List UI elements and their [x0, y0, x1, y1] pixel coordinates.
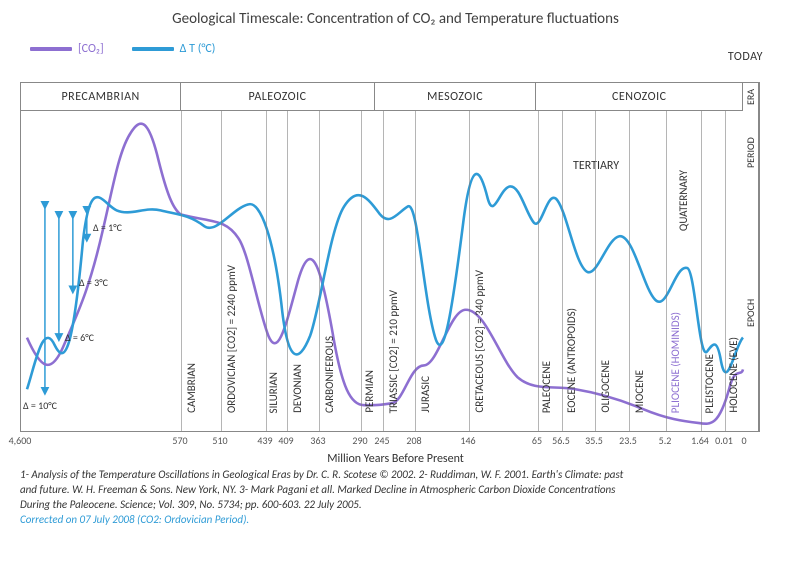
period-label: PALEOCENE — [540, 361, 553, 413]
legend-dt: Δ T (°C) — [132, 42, 216, 56]
gridline — [361, 111, 362, 431]
era-cell: MESOZOIC — [375, 83, 537, 110]
side-epoch: EPOCH — [743, 195, 759, 431]
period-label: EOCENE (ANTROPOIDS) — [565, 308, 578, 413]
delta-label: Δ = 1°C — [93, 221, 122, 234]
period-label: HOLOCENE (EVE) — [727, 337, 740, 413]
plot-region: TERTIARY QUATERNARY CAMBRIAN ORDOVICIAN [… — [21, 111, 743, 431]
xtick: 23.5 — [619, 434, 637, 447]
gridline — [562, 111, 563, 431]
gridline — [287, 111, 288, 431]
xtick: 5.2 — [659, 434, 672, 447]
gridline — [666, 111, 667, 431]
legend: [CO₂] Δ T (°C) — [30, 42, 791, 56]
xtick: 208 — [406, 434, 421, 447]
quaternary-label: QUATERNARY — [677, 170, 690, 231]
xtick: 363 — [310, 434, 325, 447]
xtick: 0 — [741, 434, 746, 447]
dt-curve — [27, 174, 743, 389]
period-label: ORDOVICIAN [CO2] = 2240 ppmV — [225, 265, 238, 413]
xtick: 146 — [460, 434, 475, 447]
period-label: MIOCENE — [633, 370, 646, 413]
swatch-co2 — [30, 47, 72, 51]
period-label: DEVONIAN — [291, 364, 304, 413]
xtick: 245 — [374, 434, 389, 447]
gridline — [595, 111, 596, 431]
delta-label: Δ = 6°C — [65, 331, 94, 344]
period-label: TRIASSIC [CO2] = 210 ppmV — [387, 290, 400, 413]
xtick: 0.01 — [715, 434, 733, 447]
period-label: OLIGOCENE — [599, 360, 612, 413]
period-label: PERMIAN — [363, 370, 376, 413]
period-label: CARBONIFEROUS — [323, 336, 336, 413]
gridline — [469, 111, 470, 431]
side-period: PERIOD — [743, 111, 759, 195]
foot-l4: Corrected on 07 July 2008 (CO2: Ordovici… — [20, 513, 763, 528]
xtick: 409 — [278, 434, 293, 447]
xtick: 56.5 — [552, 434, 570, 447]
xtick: 510 — [212, 434, 227, 447]
xtick: 570 — [172, 434, 187, 447]
foot-l3: During the Paleocene. Science; Vol. 309,… — [20, 498, 763, 513]
period-label: SILURIAN — [267, 372, 280, 413]
gridline — [383, 111, 384, 431]
era-cell: PALEOZOIC — [181, 83, 374, 110]
gridline — [319, 111, 320, 431]
period-label: PLIOCENE (HOMINIDS) — [669, 312, 682, 413]
delta-label: Δ = 3°C — [79, 276, 108, 289]
legend-co2: [CO₂] — [30, 42, 104, 56]
xtick: 65 — [532, 434, 542, 447]
chart-area: PRECAMBRIANPALEOZOICMESOZOICCENOZOIC ERA… — [20, 82, 760, 432]
gridline — [221, 111, 222, 431]
period-label: CRETACEOUS [CO2] = 340 ppmV — [473, 270, 486, 413]
legend-co2-label: [CO₂] — [78, 42, 104, 56]
gridline — [629, 111, 630, 431]
today-label: TODAY — [728, 50, 763, 64]
xtick: 35.5 — [585, 434, 603, 447]
chart-title: Geological Timescale: Concentration of C… — [0, 0, 791, 28]
footnote: 1- Analysis of the Temperature Oscillati… — [20, 468, 763, 527]
xtick: 439 — [257, 434, 272, 447]
legend-dt-label: Δ T (°C) — [180, 42, 216, 56]
xtick: 4,600 — [9, 434, 32, 447]
gridline — [181, 111, 182, 431]
gridline — [725, 111, 726, 431]
era-cell: PRECAMBRIAN — [21, 83, 181, 110]
xtick: 1.64 — [691, 434, 709, 447]
foot-l2: and future. W. H. Freeman & Sons. New Yo… — [20, 483, 763, 498]
period-label: JURASIC — [419, 376, 432, 413]
foot-l1: 1- Analysis of the Temperature Oscillati… — [20, 468, 763, 483]
xtick: 290 — [352, 434, 367, 447]
gridline — [415, 111, 416, 431]
side-era: ERA — [743, 83, 759, 111]
tertiary-label: TERTIARY — [573, 159, 619, 173]
period-label: PLEISTOCENE — [703, 354, 716, 413]
period-label: CAMBRIAN — [185, 363, 198, 413]
gridline — [538, 111, 539, 431]
swatch-dt — [132, 47, 174, 51]
era-cell: CENOZOIC — [536, 83, 742, 110]
era-row: PRECAMBRIANPALEOZOICMESOZOICCENOZOIC — [21, 83, 743, 111]
gridline — [701, 111, 702, 431]
xaxis-title: Million Years Before Present — [327, 452, 464, 466]
delta-label: Δ = 10°C — [23, 399, 57, 412]
